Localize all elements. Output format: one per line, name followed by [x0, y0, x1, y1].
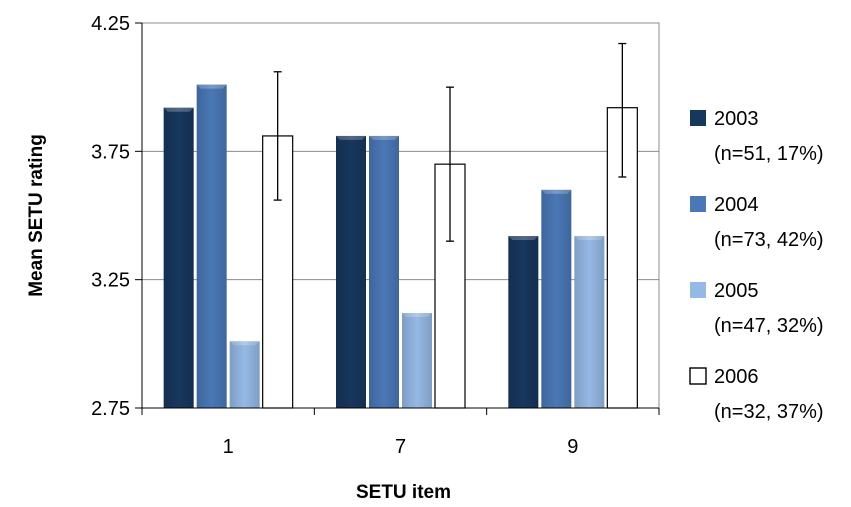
bar-shade: [197, 85, 227, 408]
legend-detail-2003: (n=51, 17%): [714, 143, 824, 165]
bar-shade: [336, 136, 366, 408]
legend-detail-2005: (n=47, 32%): [714, 315, 824, 337]
y-tick-label: 4.25: [91, 13, 130, 35]
legend-label-2005: 2005: [714, 280, 759, 302]
legend-detail-2006: (n=32, 37%): [714, 401, 824, 423]
y-tick-label: 3.75: [91, 141, 130, 163]
y-tick-label: 3.25: [91, 270, 130, 292]
legend-swatch-2006: [690, 368, 706, 384]
x-axis-title: SETU item: [356, 482, 451, 503]
legend-swatch-2003: [690, 110, 706, 126]
bar-shade: [369, 136, 399, 408]
x-tick-label: 9: [567, 436, 578, 458]
legend-label-2003: 2003: [714, 108, 759, 130]
bar-shade: [402, 313, 432, 408]
bar-shade: [574, 236, 604, 408]
bar-shade: [164, 108, 194, 408]
x-tick-label: 1: [223, 436, 234, 458]
legend-label-2004: 2004: [714, 194, 759, 216]
legend-swatch-2004: [690, 196, 706, 212]
bar-shade: [508, 236, 538, 408]
y-tick-label: 2.75: [91, 398, 130, 420]
y-axis-title: Mean SETU rating: [26, 134, 47, 297]
legend-detail-2004: (n=73, 42%): [714, 229, 824, 251]
bar-shade: [230, 341, 260, 408]
legend-label-2006: 2006: [714, 366, 759, 388]
legend-swatch-2005: [690, 282, 706, 298]
x-tick-label: 7: [395, 436, 406, 458]
bar-shade: [541, 190, 571, 408]
